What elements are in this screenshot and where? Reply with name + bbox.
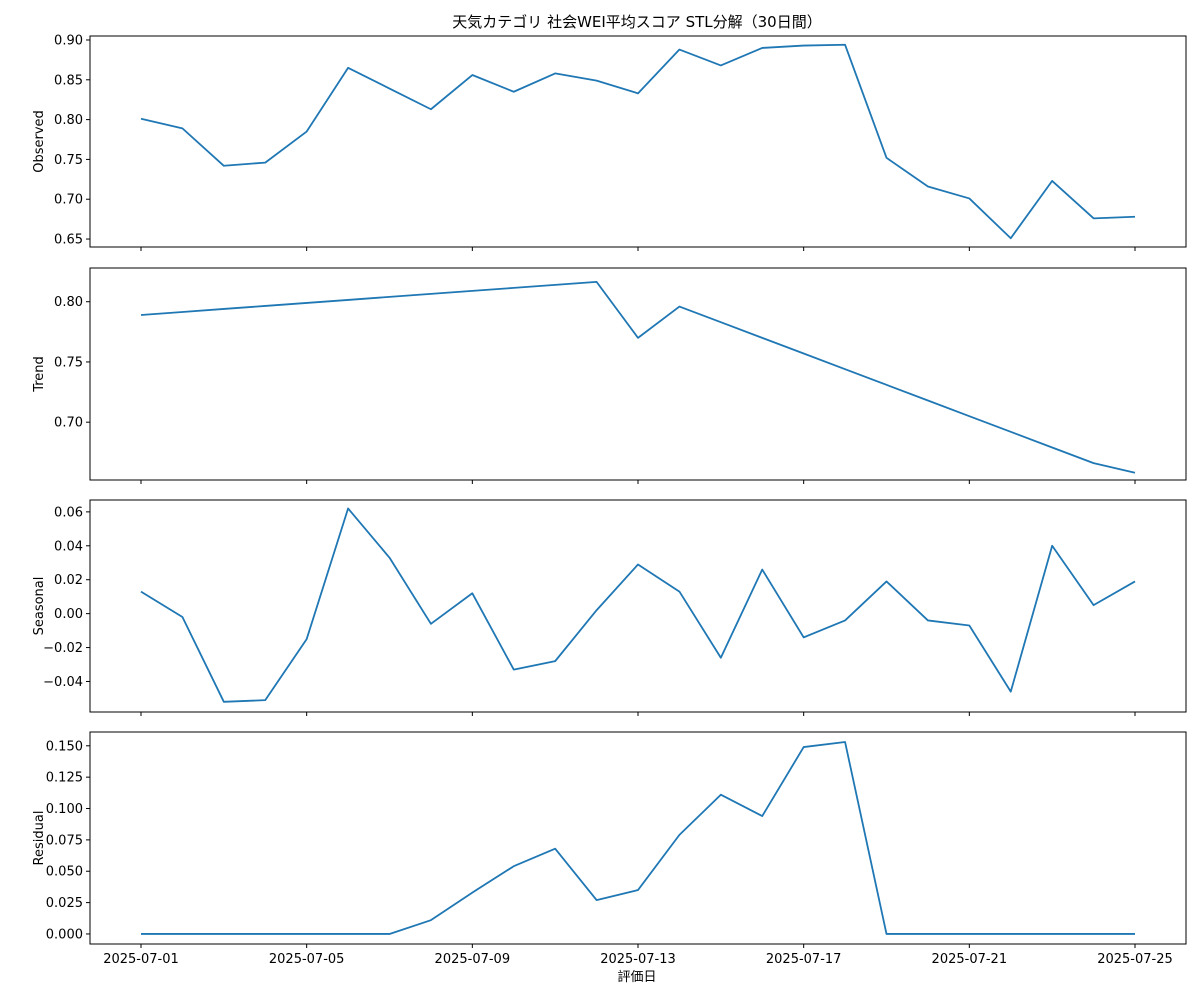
y-tick-label: 0.75 bbox=[54, 153, 83, 168]
y-tick-label: 0.70 bbox=[54, 416, 83, 431]
y-tick-label: 0.075 bbox=[46, 833, 83, 848]
y-tick-label: 0.06 bbox=[54, 505, 83, 520]
panel-trend: 0.70 0.75 0.80 Trend bbox=[32, 267, 1187, 484]
series-line-trend bbox=[140, 280, 1136, 474]
y-tick-label: 0.000 bbox=[46, 927, 83, 942]
series-line-observed bbox=[140, 43, 1136, 240]
x-tick-label: 2025-07-25 bbox=[1097, 952, 1173, 967]
panel-seasonal: −0.04 −0.02 0.00 0.02 0.04 0.06 Seasonal bbox=[32, 499, 1187, 716]
panels: 0.65 0.70 0.75 0.80 0.85 0.90 Observed 0.70 0.75… bbox=[32, 33, 1187, 967]
y-tick-label: −0.04 bbox=[43, 675, 83, 690]
x-axis-label: 評価日 bbox=[617, 970, 656, 985]
y-tick-label: 0.100 bbox=[46, 802, 83, 817]
x-tick-label: 2025-07-05 bbox=[269, 952, 345, 967]
panel-frame bbox=[89, 267, 1187, 481]
panel-frame bbox=[89, 499, 1187, 713]
x-tick-label: 2025-07-13 bbox=[600, 952, 676, 967]
series-line-seasonal bbox=[140, 507, 1136, 703]
y-axis-label: Residual bbox=[32, 811, 47, 866]
y-tick-label: 0.04 bbox=[54, 539, 83, 554]
panel-frame bbox=[89, 35, 1187, 248]
series-line-residual bbox=[141, 741, 1135, 935]
y-axis-label: Trend bbox=[32, 356, 47, 393]
panel-frame bbox=[89, 731, 1187, 945]
y-tick-label: 0.80 bbox=[54, 113, 83, 128]
y-tick-label: 0.125 bbox=[46, 771, 83, 786]
y-tick-label: 0.025 bbox=[46, 896, 83, 911]
x-tick-label: 2025-07-09 bbox=[435, 952, 511, 967]
y-tick-label: 0.65 bbox=[54, 233, 83, 248]
y-tick-label: 0.80 bbox=[54, 295, 83, 310]
y-tick-label: 0.85 bbox=[54, 73, 83, 88]
y-tick-label: −0.02 bbox=[43, 641, 83, 656]
y-axis-label: Observed bbox=[32, 110, 47, 173]
x-tick-label: 2025-07-01 bbox=[103, 952, 179, 967]
y-tick-label: 0.90 bbox=[54, 33, 83, 48]
panel-observed: 0.65 0.70 0.75 0.80 0.85 0.90 Observed bbox=[32, 33, 1187, 251]
y-axis-label: Seasonal bbox=[32, 577, 47, 636]
chart-title: 天気カテゴリ 社会WEI平均スコア STL分解（30日間） bbox=[452, 13, 821, 31]
y-tick-label: 0.050 bbox=[46, 865, 83, 880]
y-tick-label: 0.02 bbox=[54, 573, 83, 588]
y-tick-label: 0.70 bbox=[54, 193, 83, 208]
y-tick-label: 0.150 bbox=[46, 739, 83, 754]
x-tick-label: 2025-07-21 bbox=[932, 952, 1008, 967]
y-tick-label: 0.75 bbox=[54, 355, 83, 370]
y-tick-label: 0.00 bbox=[54, 607, 83, 622]
panel-residual: 0.000 0.025 0.050 0.075 0.100 0.125 0.150 2025-… bbox=[32, 731, 1187, 967]
x-tick-label: 2025-07-17 bbox=[766, 952, 842, 967]
